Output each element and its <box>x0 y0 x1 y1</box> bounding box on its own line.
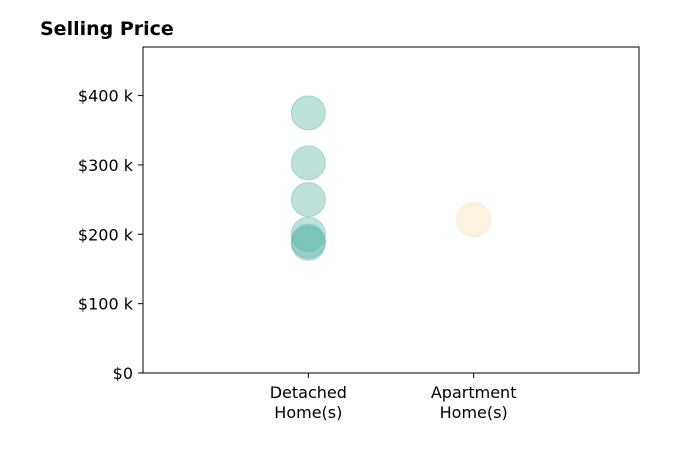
x-tick-label: Apartment Home(s) <box>431 383 517 422</box>
chart-title: Selling Price <box>40 18 174 40</box>
data-point <box>290 145 326 181</box>
y-tick-label: $300 k <box>78 156 134 175</box>
data-point <box>290 225 326 261</box>
y-tick-label: $400 k <box>78 87 134 106</box>
x-tick-label: Detached Home(s) <box>270 383 347 422</box>
y-tick-label: $100 k <box>78 295 134 314</box>
data-point <box>290 223 326 259</box>
x-axis: Detached Home(s) Apartment Home(s) <box>270 373 517 422</box>
y-tick-label: $0 <box>113 364 133 383</box>
data-point <box>456 202 492 238</box>
y-axis: $0 $100 k $200 k $300 k $400 k <box>78 87 143 383</box>
data-points <box>290 95 492 261</box>
data-point <box>290 216 326 252</box>
data-point <box>290 182 326 218</box>
plot-frame <box>142 46 640 374</box>
y-tick-label: $200 k <box>78 225 134 244</box>
data-point <box>290 95 326 131</box>
